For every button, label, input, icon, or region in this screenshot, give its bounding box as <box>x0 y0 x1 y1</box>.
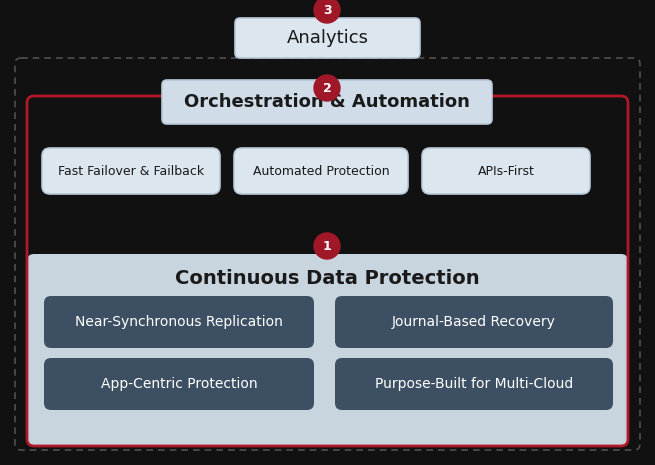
Text: 2: 2 <box>323 81 331 94</box>
Text: Automated Protection: Automated Protection <box>253 165 389 178</box>
Text: Continuous Data Protection: Continuous Data Protection <box>175 268 480 287</box>
Text: Fast Failover & Failback: Fast Failover & Failback <box>58 165 204 178</box>
FancyBboxPatch shape <box>44 358 314 410</box>
Circle shape <box>314 0 340 23</box>
FancyBboxPatch shape <box>335 296 613 348</box>
Text: APIs-First: APIs-First <box>477 165 534 178</box>
Text: 1: 1 <box>323 239 331 252</box>
FancyBboxPatch shape <box>234 148 408 194</box>
FancyBboxPatch shape <box>42 148 220 194</box>
FancyBboxPatch shape <box>235 18 420 58</box>
FancyBboxPatch shape <box>422 148 590 194</box>
Text: Analytics: Analytics <box>286 29 369 47</box>
Text: Journal-Based Recovery: Journal-Based Recovery <box>392 315 556 329</box>
Text: Orchestration & Automation: Orchestration & Automation <box>184 93 470 111</box>
Text: Near-Synchronous Replication: Near-Synchronous Replication <box>75 315 283 329</box>
Text: 3: 3 <box>323 4 331 16</box>
FancyBboxPatch shape <box>27 254 628 446</box>
Text: Purpose-Built for Multi-Cloud: Purpose-Built for Multi-Cloud <box>375 377 573 391</box>
FancyBboxPatch shape <box>44 296 314 348</box>
Circle shape <box>314 233 340 259</box>
Circle shape <box>314 75 340 101</box>
FancyBboxPatch shape <box>335 358 613 410</box>
FancyBboxPatch shape <box>162 80 492 124</box>
Text: App-Centric Protection: App-Centric Protection <box>101 377 257 391</box>
